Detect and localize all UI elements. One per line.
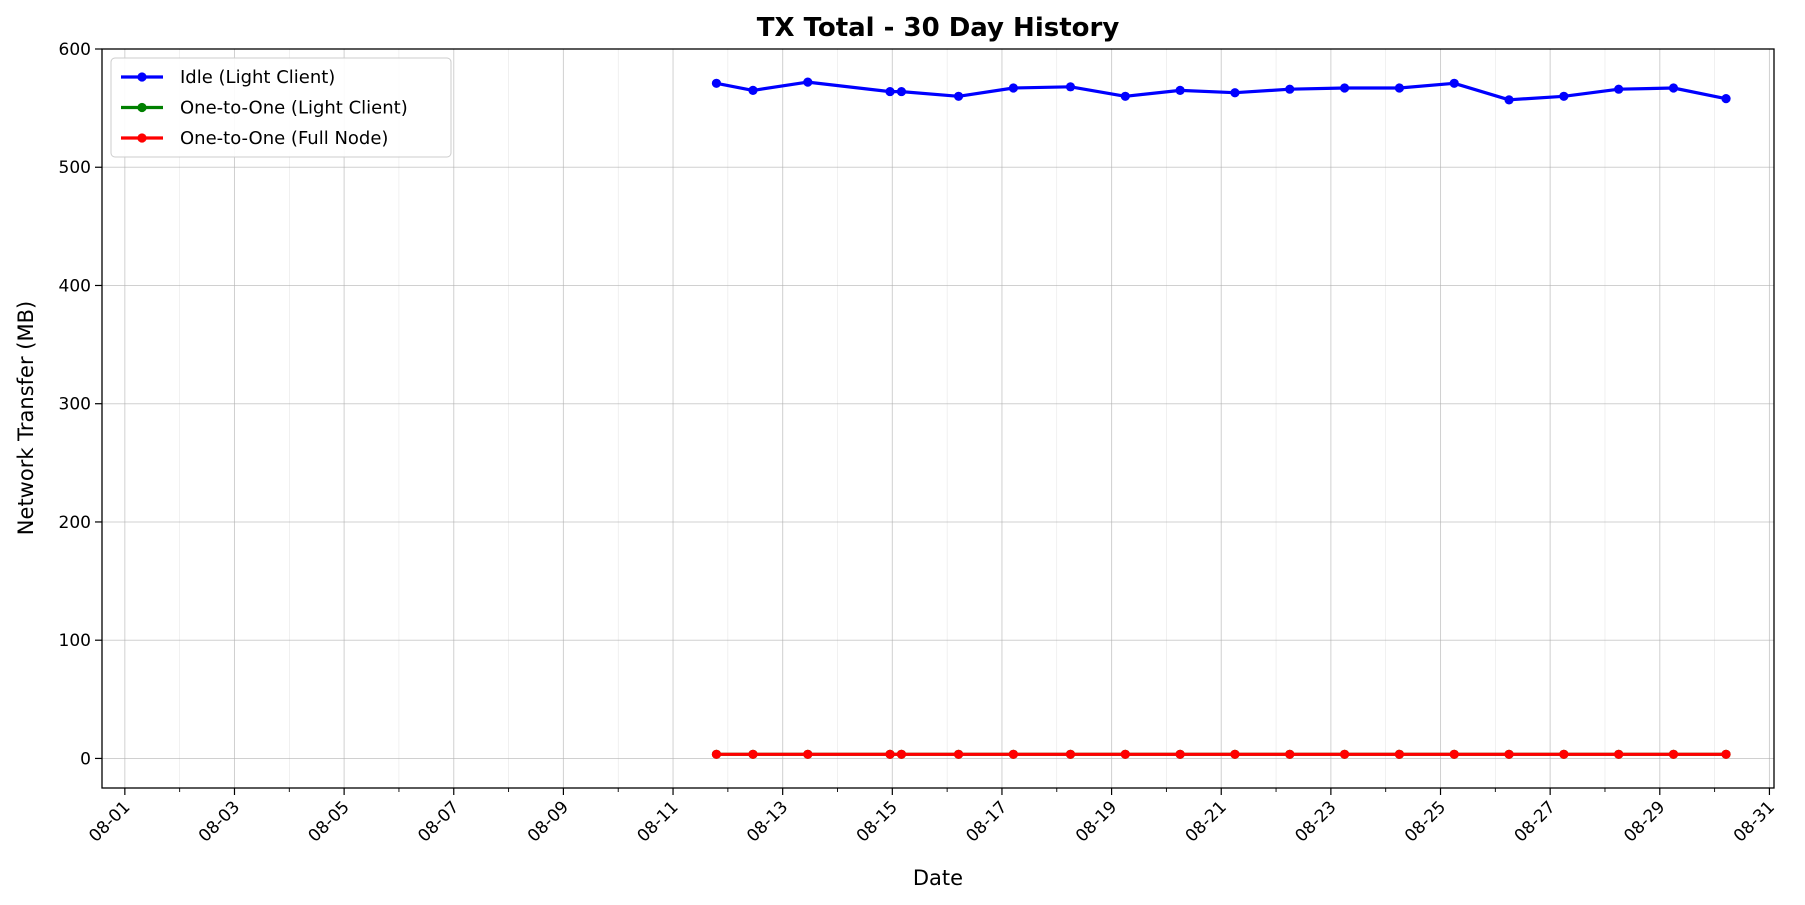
y-tick-label: 400: [59, 276, 91, 296]
data-point: [1230, 749, 1240, 759]
legend-swatch-marker: [137, 133, 147, 143]
data-point: [1230, 88, 1240, 98]
y-axis-title: Network Transfer (MB): [14, 301, 38, 535]
legend-label: Idle (Light Client): [180, 67, 335, 88]
data-point: [1120, 749, 1130, 759]
data-point: [748, 749, 758, 759]
minor-grid: [179, 49, 1715, 788]
y-tick-label: 300: [59, 395, 91, 415]
data-point: [711, 78, 722, 88]
data-point: [896, 86, 907, 97]
data-point: [1559, 749, 1569, 759]
data-point: [1721, 94, 1731, 104]
data-point: [1285, 749, 1295, 759]
data-point: [1394, 749, 1404, 759]
chart-title: TX Total - 30 Day History: [757, 13, 1120, 43]
legend-swatch-marker: [137, 102, 147, 113]
y-tick-label: 200: [59, 513, 91, 533]
x-axis-title: Date: [913, 866, 963, 890]
legend-label: One-to-One (Full Node): [180, 128, 388, 149]
data-point: [885, 86, 895, 97]
data-point: [1175, 749, 1185, 759]
data-point: [953, 749, 964, 759]
data-point: [1175, 85, 1185, 95]
data-point: [1339, 83, 1350, 93]
y-tick-label: 100: [59, 631, 91, 651]
data-point: [748, 85, 758, 95]
data-point: [1449, 78, 1459, 88]
data-point: [953, 91, 964, 101]
data-point: [1668, 749, 1679, 759]
data-point: [1008, 83, 1018, 93]
data-point: [1120, 91, 1130, 101]
data-point: [1065, 82, 1076, 92]
data-point: [1668, 83, 1679, 93]
data-point: [885, 749, 895, 759]
legend-box: [110, 57, 452, 158]
data-point: [1504, 749, 1514, 759]
y-tick-label: 0: [80, 749, 91, 769]
y-tick-label: 600: [59, 40, 91, 60]
legend-swatch-marker: [137, 72, 147, 82]
series-layer: [711, 77, 1731, 759]
data-point: [1614, 84, 1624, 94]
data-point: [711, 749, 722, 759]
data-point: [1285, 84, 1295, 94]
data-point: [803, 749, 813, 759]
legend: Idle (Light Client) One-to-One (Light Cli…: [110, 57, 452, 158]
data-point: [1008, 749, 1018, 759]
data-point: [803, 77, 813, 87]
data-point: [1721, 749, 1731, 759]
data-point: [1614, 749, 1624, 759]
data-point: [1559, 91, 1569, 101]
legend-label: One-to-One (Light Client): [180, 98, 408, 119]
data-point: [896, 749, 907, 759]
data-point: [1065, 749, 1076, 759]
y-tick-label: 500: [59, 158, 91, 178]
data-point: [1394, 83, 1404, 93]
y-axis-ticks: 0 100 200 300 400 500 600: [59, 40, 102, 769]
plot-frame: [101, 48, 1775, 789]
data-point: [1449, 749, 1459, 759]
data-point: [1504, 95, 1514, 105]
data-point: [1339, 749, 1350, 759]
